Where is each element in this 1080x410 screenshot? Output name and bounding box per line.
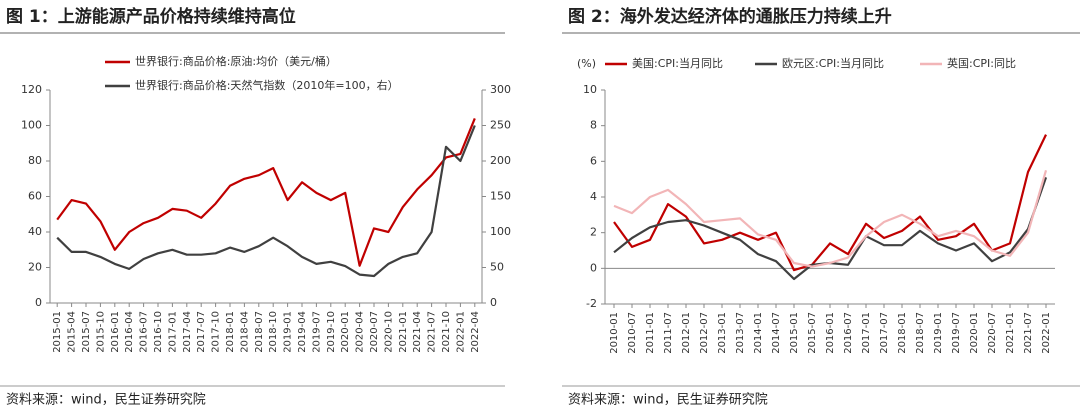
y-axis-label: (%): [577, 57, 596, 70]
x-tick-label: 2021-01: [398, 311, 409, 353]
x-tick-label: 2016-04: [124, 311, 135, 353]
x-tick-label: 2020-10: [383, 311, 394, 353]
y2-tick-label: 100: [490, 225, 511, 238]
x-tick-label: 2019-07: [951, 312, 962, 354]
x-tick-label: 2018-10: [268, 311, 279, 353]
x-tick-label: 2017-10: [211, 311, 222, 353]
y-tick-label: 6: [590, 154, 597, 167]
y-tick-label: 20: [28, 261, 42, 274]
x-tick-label: 2015-04: [67, 311, 78, 353]
y-tick-label: 8: [590, 119, 597, 132]
x-tick-label: 2016-01: [825, 312, 836, 354]
x-tick-label: 2016-07: [139, 311, 150, 353]
y-tick-label: 0: [35, 296, 42, 309]
x-tick-label: 2015-10: [95, 311, 106, 353]
x-tick-label: 2021-07: [1023, 312, 1034, 354]
x-tick-label: 2016-07: [843, 312, 854, 354]
x-tick-label: 2018-07: [254, 311, 265, 353]
x-tick-label: 2010-07: [627, 312, 638, 354]
y-tick-label: 120: [21, 83, 42, 96]
x-tick-label: 2021-07: [427, 311, 438, 353]
y-tick-label: 80: [28, 154, 42, 167]
y-tick-label: 4: [590, 190, 597, 203]
x-tick-label: 2016-10: [153, 311, 164, 353]
y2-tick-label: 250: [490, 119, 511, 132]
y-tick-label: 100: [21, 119, 42, 132]
x-tick-label: 2017-04: [182, 311, 193, 353]
y2-tick-label: 0: [490, 296, 497, 309]
x-tick-label: 2015-07: [81, 311, 92, 353]
chart-title: 图 1：上游能源产品价格持续维持高位: [6, 6, 296, 27]
x-tick-label: 2020-07: [987, 312, 998, 354]
chart-title: 图 2：海外发达经济体的通胀压力持续上升: [568, 6, 892, 27]
x-tick-label: 2014-07: [771, 312, 782, 354]
x-tick-label: 2021-10: [441, 311, 452, 353]
series-line: [613, 134, 1047, 272]
x-tick-label: 2019-01: [283, 311, 294, 353]
x-tick-label: 2011-07: [663, 312, 674, 354]
legend-label: 世界银行:商品价格:天然气指数（2010年=100，右）: [135, 78, 399, 92]
source-note: 资料来源：wind，民生证券研究院: [568, 392, 768, 408]
y-tick-label: 40: [28, 225, 42, 238]
x-tick-label: 2012-07: [699, 312, 710, 354]
x-tick-label: 2014-01: [753, 312, 764, 354]
y-tick-label: 60: [28, 190, 42, 203]
x-tick-label: 2017-01: [861, 312, 872, 354]
legend-label: 欧元区:CPI:当月同比: [782, 56, 884, 70]
y2-tick-label: 150: [490, 190, 511, 203]
source-note: 资料来源：wind，民生证券研究院: [6, 392, 206, 408]
series-line: [613, 169, 1048, 268]
x-tick-label: 2020-01: [340, 311, 351, 353]
y-tick-label: -2: [586, 297, 597, 310]
x-tick-label: 2018-07: [915, 312, 926, 354]
x-tick-label: 2012-01: [681, 312, 692, 354]
x-tick-label: 2017-01: [167, 311, 178, 353]
x-tick-label: 2020-04: [355, 311, 366, 353]
x-tick-label: 2013-07: [735, 312, 746, 354]
x-tick-label: 2011-01: [645, 312, 656, 354]
series-line: [56, 125, 476, 278]
x-tick-label: 2018-01: [225, 311, 236, 353]
y-tick-label: 10: [583, 83, 597, 96]
x-tick-label: 2020-07: [369, 311, 380, 353]
x-tick-label: 2018-04: [239, 311, 250, 353]
x-tick-label: 2013-01: [717, 312, 728, 354]
y-tick-label: 0: [590, 261, 597, 274]
x-tick-label: 2010-01: [609, 312, 620, 354]
x-tick-label: 2019-10: [326, 311, 337, 353]
x-tick-label: 2020-01: [969, 312, 980, 354]
legend-label: 世界银行:商品价格:原油:均价（美元/桶）: [135, 54, 337, 68]
x-tick-label: 2015-01: [789, 312, 800, 354]
x-tick-label: 2021-01: [1005, 312, 1016, 354]
x-tick-label: 2015-07: [807, 312, 818, 354]
legend-label: 美国:CPI:当月同比: [632, 56, 723, 70]
x-tick-label: 2019-01: [933, 312, 944, 354]
x-tick-label: 2018-01: [897, 312, 908, 354]
x-tick-label: 2022-01: [1041, 312, 1052, 354]
x-tick-label: 2017-07: [196, 311, 207, 353]
x-tick-label: 2022-04: [470, 311, 481, 353]
x-tick-label: 2021-04: [412, 311, 423, 353]
y-tick-label: 2: [590, 226, 597, 239]
x-tick-label: 2015-01: [52, 311, 63, 353]
series-line: [56, 117, 476, 267]
y2-tick-label: 50: [490, 261, 504, 274]
x-tick-label: 2019-07: [311, 311, 322, 353]
x-tick-label: 2022-01: [455, 311, 466, 353]
legend-label: 英国:CPI:同比: [947, 56, 1016, 70]
x-tick-label: 2016-01: [110, 311, 121, 353]
x-tick-label: 2019-04: [297, 311, 308, 353]
y2-tick-label: 200: [490, 154, 511, 167]
y2-tick-label: 300: [490, 83, 511, 96]
x-tick-label: 2017-07: [879, 312, 890, 354]
